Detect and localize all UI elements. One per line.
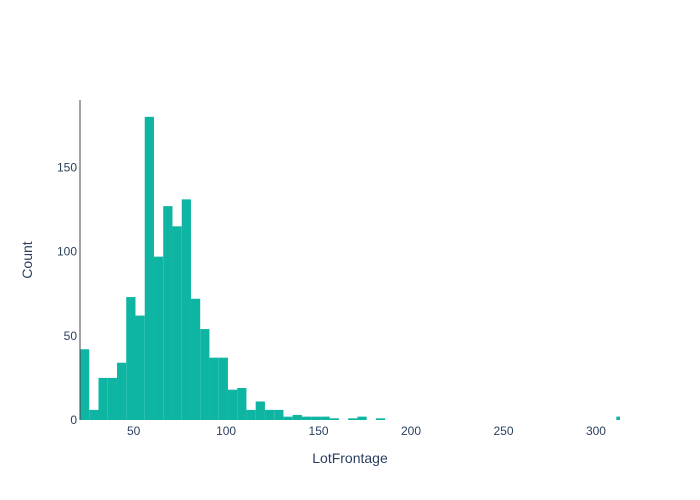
histogram-bar [200,329,210,420]
histogram-bar [190,298,201,420]
histogram-bar [264,409,275,420]
histogram-bar [227,389,238,420]
histogram-bar [163,206,173,420]
histogram-bar [116,362,127,420]
histogram-bar [329,418,339,420]
histogram-bar [80,349,90,420]
y-tick-labels: 0 50 100 150 [57,160,77,427]
histogram-bar [375,418,386,420]
histogram-bar [283,416,293,420]
y-tick-label: 100 [57,245,77,259]
x-tick-label: 100 [216,424,236,438]
y-tick-label: 150 [57,160,77,174]
x-tick-label: 250 [493,424,513,438]
histogram-bar [320,416,330,420]
histogram-bar [181,199,191,420]
y-axis-title: Count [19,241,35,278]
bars-group [80,116,620,420]
y-tick-label: 0 [70,413,77,427]
histogram-bar [292,414,302,420]
x-tick-label: 150 [309,424,329,438]
histogram-bar [89,409,99,420]
histogram-bar [348,418,358,420]
histogram-bar [126,297,136,420]
histogram-bar [301,416,312,420]
histogram-bar [311,416,321,420]
x-tick-labels: 50 100 150 200 250 300 [127,424,606,438]
x-axis-title: LotFrontage [312,450,388,466]
x-tick-label: 200 [401,424,421,438]
histogram-bar [209,357,219,420]
histogram-bar [274,409,284,420]
histogram-bar [616,416,620,420]
histogram-bar [153,256,164,420]
histogram-bar [144,116,154,420]
histogram-bar [246,409,256,420]
y-tick-label: 50 [64,329,78,343]
histogram-bar [218,357,228,420]
histogram-bar [172,226,182,420]
histogram-bar [135,315,145,420]
x-tick-label: 300 [586,424,606,438]
histogram-bar [357,416,367,420]
x-tick-label: 50 [127,424,141,438]
histogram-bar [98,377,108,420]
histogram-bar [237,388,247,420]
histogram-bar [107,377,117,420]
histogram-bar [255,401,265,420]
